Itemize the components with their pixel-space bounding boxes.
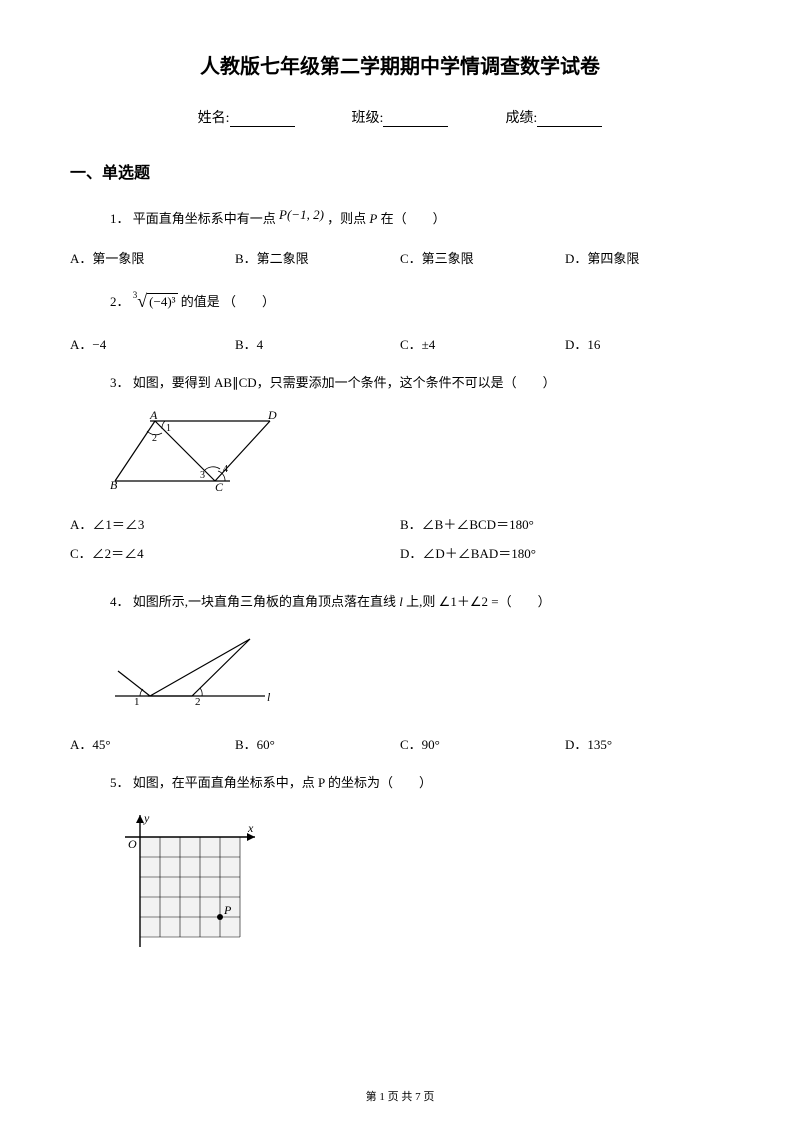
question-5: 5． 如图，在平面直角坐标系中，点 P 的坐标为（ ） [110,773,730,794]
svg-text:l: l [267,690,271,704]
q4-optC: C．90° [400,734,565,753]
q4-lvar: l [399,594,403,609]
q4-num: 4． [110,594,130,609]
question-2: 2． 3√(−4)³ 的值是 （ ） [110,287,730,316]
svg-text:D: D [267,411,277,422]
q2-optB: B．4 [235,334,400,353]
svg-text:B: B [110,478,118,491]
q4-options: A．45° B．60° C．90° D．135° [70,734,730,753]
q1-options: A．第一象限 B．第二象限 C．第三象限 D．第四象限 [70,248,730,267]
q1-optA: A．第一象限 [70,248,235,267]
svg-text:A: A [149,411,158,422]
q2-options: A．−4 B．4 C．±4 D．16 [70,334,730,353]
q1-num: 1． [110,211,130,226]
score-blank [537,113,602,127]
q2-radicand: (−4)³ [147,293,177,309]
q1-optD: D．第四象限 [565,248,730,267]
question-4: 4． 如图所示,一块直角三角板的直角顶点落在直线 l 上,则 ∠1＋∠2 =（ … [110,592,730,613]
q2-optD: D．16 [565,334,730,353]
q4-tail: =（ ） [491,594,550,609]
q2-num: 2． [110,294,130,309]
svg-text:O: O [128,837,137,851]
q3-text: 如图，要得到 AB∥CD，只需要添加一个条件，这个条件不可以是（ ） [133,375,556,390]
q4-figure: 1 2 l [110,631,730,716]
q2-radical: 3√(−4)³ [133,294,181,309]
q3-optB: B．∠B＋∠BCD＝180° [400,514,730,533]
name-label: 姓名: [198,111,230,126]
q4-optD: D．135° [565,734,730,753]
svg-text:3: 3 [200,470,205,481]
q2-optA: A．−4 [70,334,235,353]
question-1: 1． 平面直角坐标系中有一点 P(−1, 2) ，则点 P 在（ ） [110,209,730,230]
class-blank [383,113,448,127]
q3-num: 3． [110,375,130,390]
q1-tail: 在（ ） [381,211,446,226]
name-blank [230,113,295,127]
svg-text:y: y [143,812,150,825]
q3-optD: D．∠D＋∠BAD＝180° [400,543,730,562]
q4-optB: B．60° [235,734,400,753]
q1-textpre: 平面直角坐标系中有一点 [133,211,276,226]
svg-text:P: P [223,903,232,917]
svg-text:2: 2 [152,433,157,444]
q4-textmid: 上,则 [406,594,435,609]
q1-point: P(−1, 2) [279,207,324,222]
svg-text:1: 1 [166,423,171,434]
q1-optC: C．第三象限 [400,248,565,267]
svg-text:C: C [215,480,224,491]
q4-angle: ∠1＋∠2 [439,594,488,609]
q5-figure: O x y P [110,812,730,957]
svg-text:x: x [247,821,254,835]
q1-optB: B．第二象限 [235,248,400,267]
q4-textpre: 如图所示,一块直角三角板的直角顶点落在直线 [133,594,396,609]
q5-text: 如图，在平面直角坐标系中，点 P 的坐标为（ ） [133,775,432,790]
exam-title: 人教版七年级第二学期期中学情调查数学试卷 [70,50,730,79]
q2-tail: 的值是 （ ） [181,294,275,309]
score-label: 成绩: [505,111,537,126]
student-info-row: 姓名: 班级: 成绩: [70,107,730,127]
class-label: 班级: [352,111,384,126]
svg-text:4: 4 [223,464,228,475]
q3-optC: C．∠2＝∠4 [70,543,400,562]
q1-pvar: P [369,211,377,226]
q1-textpost: ，则点 [327,211,366,226]
q3-figure: A B C D 1 2 3 4 [110,411,730,496]
q2-optC: C．±4 [400,334,565,353]
svg-text:2: 2 [195,696,201,708]
q3-options: A．∠1＝∠3 B．∠B＋∠BCD＝180° C．∠2＝∠4 D．∠D＋∠BAD… [70,514,730,572]
q5-num: 5． [110,775,130,790]
section-1-heading: 一、单选题 [70,159,730,183]
q3-optA: A．∠1＝∠3 [70,514,400,533]
q4-optA: A．45° [70,734,235,753]
svg-text:1: 1 [134,696,140,708]
question-3: 3． 如图，要得到 AB∥CD，只需要添加一个条件，这个条件不可以是（ ） [110,373,730,394]
page-footer: 第 1 页 共 7 页 [0,1088,800,1104]
